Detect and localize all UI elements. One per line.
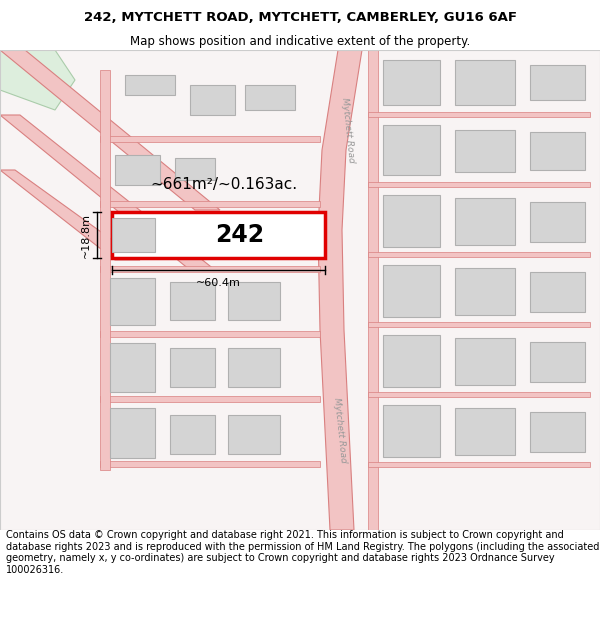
Polygon shape (455, 130, 515, 172)
Polygon shape (0, 50, 220, 210)
Polygon shape (0, 170, 140, 260)
Polygon shape (228, 348, 280, 387)
Text: Mytchett Road: Mytchett Road (340, 97, 356, 163)
Polygon shape (175, 158, 215, 180)
Polygon shape (318, 50, 362, 530)
Polygon shape (455, 408, 515, 455)
Polygon shape (455, 198, 515, 245)
Polygon shape (383, 405, 440, 457)
Text: Contains OS data © Crown copyright and database right 2021. This information is : Contains OS data © Crown copyright and d… (6, 530, 599, 575)
Text: ~661m²/~0.163ac.: ~661m²/~0.163ac. (150, 177, 297, 192)
Polygon shape (530, 65, 585, 100)
Text: Map shows position and indicative extent of the property.: Map shows position and indicative extent… (130, 35, 470, 48)
Polygon shape (112, 212, 325, 258)
Polygon shape (530, 342, 585, 382)
Polygon shape (368, 112, 590, 117)
Polygon shape (125, 75, 175, 95)
Text: 242: 242 (215, 223, 265, 247)
Polygon shape (383, 125, 440, 175)
Polygon shape (368, 322, 590, 327)
Polygon shape (110, 343, 155, 392)
Polygon shape (110, 278, 155, 325)
Polygon shape (383, 195, 440, 247)
Polygon shape (530, 412, 585, 452)
Text: Mytchett Road: Mytchett Road (332, 397, 348, 463)
Polygon shape (228, 282, 280, 320)
Polygon shape (170, 282, 215, 320)
Polygon shape (0, 50, 75, 110)
Polygon shape (455, 60, 515, 105)
Polygon shape (100, 461, 320, 467)
Polygon shape (368, 252, 590, 257)
Polygon shape (368, 50, 378, 530)
Polygon shape (383, 335, 440, 387)
Polygon shape (100, 70, 110, 470)
Polygon shape (100, 331, 320, 337)
Polygon shape (530, 272, 585, 312)
Polygon shape (530, 132, 585, 170)
Text: 242, MYTCHETT ROAD, MYTCHETT, CAMBERLEY, GU16 6AF: 242, MYTCHETT ROAD, MYTCHETT, CAMBERLEY,… (83, 11, 517, 24)
Polygon shape (100, 266, 320, 272)
Polygon shape (110, 408, 155, 458)
Polygon shape (170, 348, 215, 387)
Polygon shape (112, 218, 155, 252)
Polygon shape (228, 415, 280, 454)
Polygon shape (100, 201, 320, 207)
Polygon shape (368, 392, 590, 397)
Polygon shape (455, 338, 515, 385)
Polygon shape (383, 60, 440, 105)
Text: ~60.4m: ~60.4m (196, 278, 241, 288)
Text: ~18.8m: ~18.8m (81, 213, 91, 258)
Polygon shape (245, 85, 295, 110)
Polygon shape (115, 155, 160, 185)
Polygon shape (170, 415, 215, 454)
Polygon shape (530, 202, 585, 242)
Polygon shape (0, 115, 215, 270)
Polygon shape (455, 268, 515, 315)
Polygon shape (100, 136, 320, 142)
Polygon shape (368, 182, 590, 187)
Polygon shape (383, 265, 440, 317)
Polygon shape (190, 85, 235, 115)
Polygon shape (100, 396, 320, 402)
Polygon shape (368, 462, 590, 467)
